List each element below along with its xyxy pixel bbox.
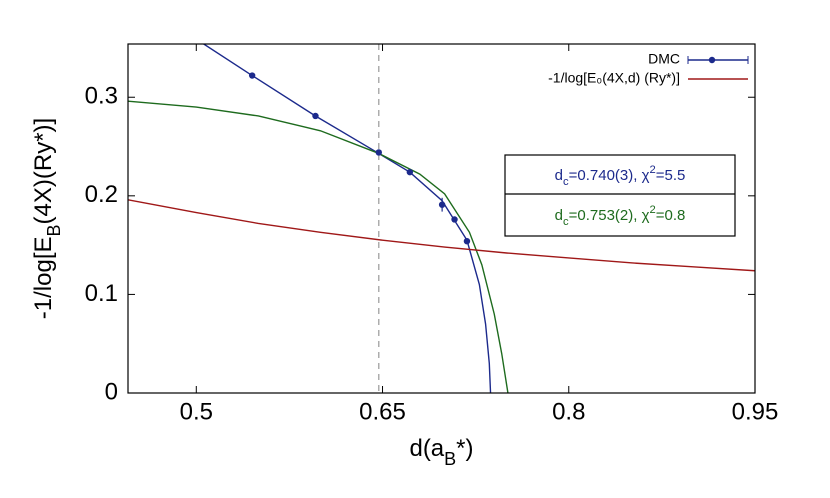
subscript: c	[563, 176, 569, 188]
y-tick-label: 0.1	[85, 280, 118, 307]
annotation: dc=0.753(2), χ2=0.8	[555, 204, 686, 228]
text-part: -1/log[E	[30, 236, 57, 319]
legend-label: -1/log[E₀(4X,d) (Ry*)]	[548, 70, 680, 86]
y-tick-label: 0	[105, 378, 118, 405]
data-point	[248, 72, 256, 79]
x-tick-label: 0.8	[552, 398, 585, 425]
text-part: =0.753(2), χ	[569, 207, 650, 224]
text-part: d(a	[409, 435, 444, 462]
data-point	[463, 237, 471, 245]
x-axis-label: d(aB*)	[409, 435, 473, 468]
text-part: d	[555, 207, 563, 224]
data-point	[375, 149, 382, 156]
subscript: c	[563, 216, 569, 228]
x-tick-label: 0.5	[180, 398, 213, 425]
annotation: dc=0.740(3), χ2=5.5	[555, 164, 686, 188]
fit-curve	[128, 100, 509, 393]
text-part: (4X)(Ry*)]	[30, 118, 57, 225]
legend-label: DMC	[648, 51, 680, 67]
text-part: =0.8	[656, 207, 686, 224]
text-part: *)	[456, 435, 473, 462]
data-point	[406, 168, 414, 176]
plot-area	[128, 44, 755, 393]
plot-frame	[127, 43, 756, 394]
superscript: 2	[649, 204, 655, 216]
data-point	[312, 112, 319, 120]
data-line	[128, 199, 755, 272]
y-tick-label: 0.3	[85, 83, 118, 110]
legend-marker	[708, 56, 716, 64]
x-tick-label: 0.65	[359, 398, 406, 425]
data-point	[451, 216, 458, 223]
annotation-box	[504, 154, 736, 237]
text-part: =5.5	[656, 167, 686, 184]
y-tick-label: 0.2	[85, 181, 118, 208]
subscript: B	[44, 224, 64, 236]
subscript: B	[444, 449, 456, 469]
x-tick-label: 0.95	[732, 398, 779, 425]
text-part: d	[555, 167, 563, 184]
superscript: 2	[649, 164, 655, 176]
y-axis-label: -1/log[EB(4X)(Ry*)]	[30, 118, 63, 319]
data-point	[438, 201, 446, 208]
text-part: =0.740(3), χ	[569, 167, 650, 184]
